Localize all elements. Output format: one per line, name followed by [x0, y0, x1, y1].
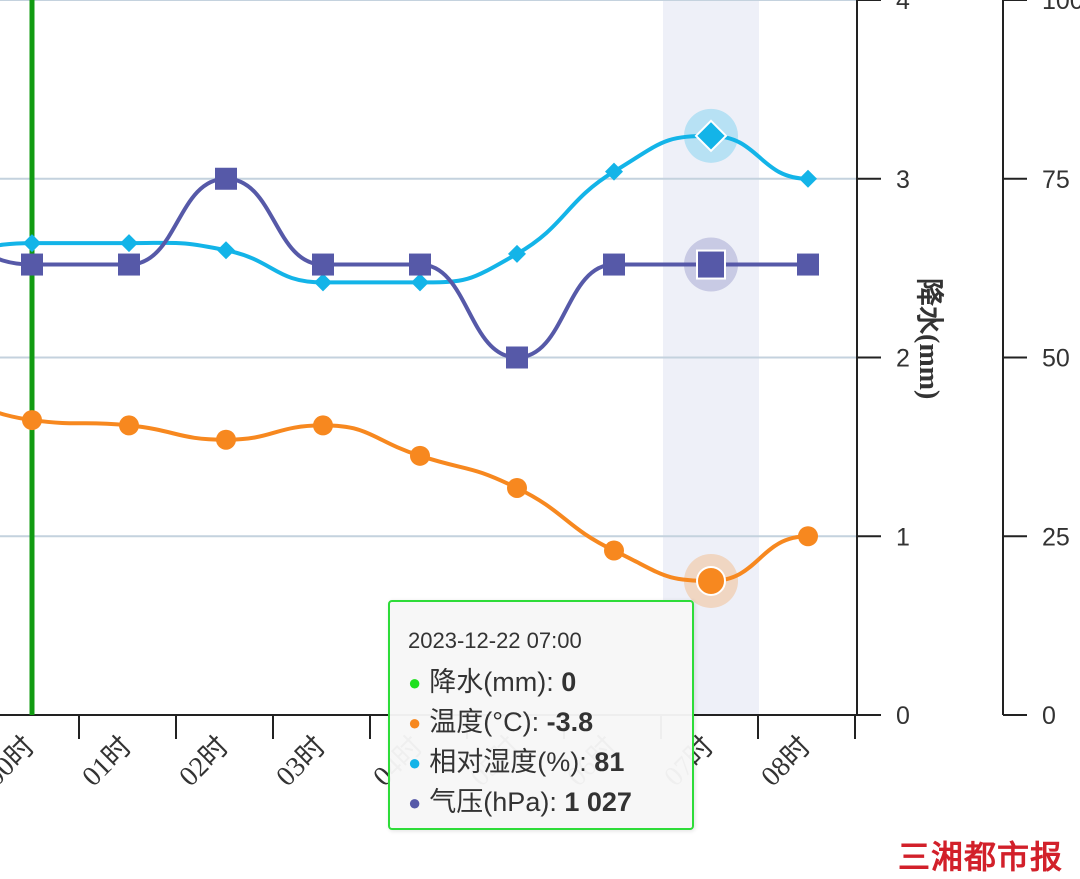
humidity-point [605, 162, 623, 181]
precip-tick-label: 3 [896, 166, 910, 194]
pressure-point [21, 253, 43, 276]
humidity-tick-label: 100 [1042, 0, 1080, 15]
tooltip-row-pressure: ● 气压(hPa): 1 027 [408, 782, 674, 822]
precip-tick-label: 4 [896, 0, 910, 15]
humidity-point [314, 273, 332, 292]
humidity-point [508, 244, 526, 263]
tooltip-label-humidity: 相对湿度(%): [429, 747, 595, 777]
pressure-point [696, 249, 726, 280]
pressure-point [409, 253, 431, 276]
humidity-tick-label: 75 [1042, 166, 1070, 194]
x-tick-label: 03时 [270, 730, 332, 792]
series-markers [21, 108, 819, 608]
precip-axis-title: 降水(mm) [913, 278, 945, 399]
humidity-point [411, 273, 429, 292]
temperature-point [604, 540, 624, 561]
tooltip-row-humidity: ● 相对湿度(%): 81 [408, 742, 674, 782]
tooltip-row-temperature: ● 温度(°C): -3.8 [408, 702, 674, 742]
precip-tick-label: 2 [896, 345, 910, 373]
temperature-point [410, 445, 430, 466]
precip-tick-label: 0 [896, 702, 910, 730]
pressure-point [312, 253, 334, 276]
temperature-line [0, 411, 809, 583]
temperature-point [119, 415, 139, 436]
humidity-point [23, 234, 41, 253]
humidity-dot-icon: ● [408, 750, 422, 775]
temperature-point [216, 429, 236, 450]
tooltip-label-pressure: 气压(hPa): [429, 787, 565, 817]
x-tick-label: 08时 [755, 730, 817, 792]
pressure-point [603, 253, 625, 276]
pressure-point [506, 346, 528, 369]
humidity-point [694, 119, 728, 153]
grid-lines [0, 0, 857, 538]
tooltip-value-pressure: 1 027 [564, 787, 632, 817]
temperature-point [696, 565, 726, 596]
temperature-point [507, 477, 527, 498]
pressure-point [215, 167, 237, 190]
chart-tooltip: 2023-12-22 07:00 ● 降水(mm): 0 ● 温度(°C): -3.… [388, 600, 694, 830]
temperature-point [22, 410, 42, 431]
humidity-tick-label: 25 [1042, 523, 1070, 551]
humidity-tick-label: 50 [1042, 345, 1070, 373]
temperature-point [798, 526, 818, 547]
x-tick-label: 00时 [0, 730, 41, 792]
pressure-dot-icon: ● [408, 790, 422, 815]
tooltip-label-precip: 降水(mm): [429, 667, 562, 697]
pressure-point [118, 253, 140, 276]
pressure-line [0, 176, 808, 360]
tooltip-value-temperature: -3.8 [546, 707, 594, 737]
humidity-point [217, 241, 235, 260]
tooltip-header: 2023-12-22 07:00 [408, 628, 582, 653]
tooltip-value-precip: 0 [561, 667, 577, 697]
humidity-tick-label: 0 [1042, 702, 1056, 730]
humidity-line [0, 133, 809, 285]
tooltip-value-humidity: 81 [594, 747, 625, 777]
watermark-logo: 三湘都市报 [898, 838, 1064, 876]
tooltip-row-precip: ● 降水(mm): 0 [408, 662, 674, 702]
humidity-point [799, 169, 817, 188]
humidity-point [120, 234, 138, 253]
series-lines [0, 133, 809, 583]
pressure-point [797, 253, 819, 276]
temperature-point [313, 415, 333, 436]
x-tick-label: 01时 [76, 730, 138, 792]
tooltip-label-temperature: 温度(°C): [429, 707, 547, 737]
precip-tick-label: 1 [896, 523, 910, 551]
x-tick-label: 02时 [173, 730, 235, 792]
temperature-dot-icon: ● [408, 710, 422, 735]
precip-dot-icon: ● [408, 670, 422, 695]
